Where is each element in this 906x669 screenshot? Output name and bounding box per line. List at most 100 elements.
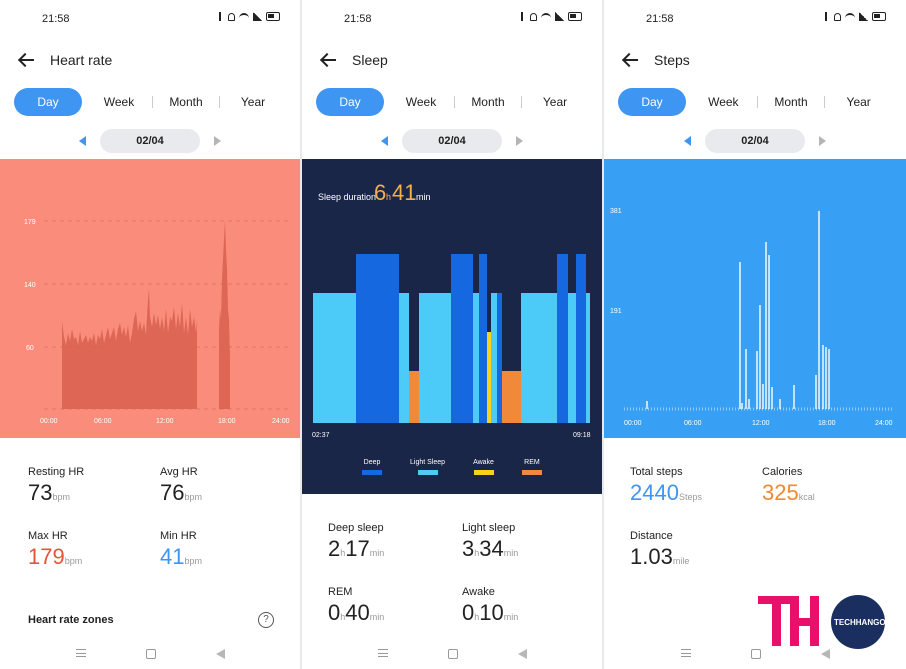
- next-date-icon[interactable]: [516, 136, 523, 146]
- status-bar: 21:58: [0, 0, 300, 40]
- max-hr: Max HR 179bpm: [28, 530, 82, 570]
- heart-rate-chart: 179 140 60 00:00 06:00 12:00 18:00 24:00: [0, 159, 300, 438]
- date-value[interactable]: 02/04: [705, 129, 805, 153]
- bluetooth-icon: [219, 12, 224, 21]
- distance-label: Distance: [630, 530, 673, 542]
- battery-icon: [266, 12, 280, 21]
- home-icon[interactable]: [145, 649, 156, 659]
- tab-day[interactable]: Day: [316, 88, 384, 116]
- tab-year[interactable]: Year: [846, 95, 871, 109]
- tab-day[interactable]: Day: [14, 88, 82, 116]
- wifi-icon: [845, 12, 855, 21]
- light-sleep-stat: Light sleep 3h34min: [462, 522, 518, 562]
- y-tick-179: 179: [24, 219, 36, 226]
- deep-sleep-block: [356, 254, 399, 423]
- next-date-icon[interactable]: [214, 136, 221, 146]
- sleep-duration-minutes: 41: [392, 180, 416, 205]
- page-header: Steps: [604, 40, 906, 80]
- light-sleep-block: [473, 293, 479, 423]
- back-nav-icon[interactable]: [820, 649, 830, 659]
- bluetooth-icon: [825, 12, 830, 21]
- rem-stat: REM 0h40min: [328, 586, 384, 626]
- techhangout-logo: TECHHANGOUT: [758, 595, 888, 649]
- light-sleep-block: [491, 293, 497, 423]
- home-icon[interactable]: [447, 649, 458, 659]
- status-time: 21:58: [42, 13, 70, 25]
- battery-icon: [872, 12, 886, 21]
- x-tick-0000: 00:00: [624, 420, 642, 427]
- tab-week[interactable]: Week: [708, 95, 739, 109]
- rem-sleep-block: [409, 371, 419, 423]
- date-selector: 02/04: [604, 124, 906, 158]
- battery-icon: [568, 12, 582, 21]
- status-bar: 21:58: [302, 0, 602, 40]
- max-hr-value: 179bpm: [28, 544, 83, 569]
- heart-rate-zones-heading[interactable]: Heart rate zones: [28, 614, 114, 626]
- x-tick-1200: 12:00: [752, 420, 770, 427]
- page-title: Heart rate: [50, 52, 113, 68]
- sleep-end-time: 09:18: [573, 432, 591, 439]
- back-arrow-icon[interactable]: [622, 53, 640, 67]
- menu-icon[interactable]: [75, 649, 86, 657]
- divider: [756, 96, 758, 108]
- divider: [152, 96, 153, 108]
- wifi-icon: [239, 12, 249, 21]
- tab-week[interactable]: Week: [103, 95, 135, 109]
- previous-date-icon[interactable]: [684, 136, 691, 146]
- back-nav-icon[interactable]: [517, 649, 527, 659]
- deep-sleep-block: [557, 254, 568, 423]
- back-arrow-icon[interactable]: [320, 53, 338, 67]
- tab-month[interactable]: Month: [169, 95, 203, 109]
- awake-label: Awake: [462, 586, 495, 598]
- next-date-icon[interactable]: [819, 136, 826, 146]
- tab-month[interactable]: Month: [774, 95, 808, 109]
- calories: Calories 325kcal: [762, 466, 815, 506]
- deep-sleep-stat: Deep sleep 2h17min: [328, 522, 384, 562]
- y-tick-140: 140: [24, 282, 36, 289]
- divider: [521, 96, 522, 108]
- tab-month[interactable]: Month: [471, 95, 505, 109]
- rem-value: 0h40min: [328, 600, 385, 625]
- calories-value: 325kcal: [762, 480, 815, 505]
- bluetooth-icon: [521, 12, 526, 21]
- logo-text: TECHHANGOUT: [834, 618, 888, 627]
- light-sleep-block: [419, 293, 451, 423]
- date-selector: 02/04: [0, 124, 300, 158]
- period-tabs: Day Week Month Year: [0, 80, 300, 124]
- home-icon[interactable]: [750, 649, 761, 659]
- system-nav-bar: [302, 649, 602, 659]
- min-hr-value: 41bpm: [160, 544, 202, 569]
- y-tick-60: 60: [26, 345, 34, 352]
- x-tick-1800: 18:00: [218, 418, 236, 425]
- legend-rem: REM: [521, 459, 542, 475]
- tab-year[interactable]: Year: [542, 95, 568, 109]
- menu-icon[interactable]: [377, 649, 388, 657]
- x-tick-0600: 06:00: [94, 418, 112, 425]
- x-tick-2400: 24:00: [875, 420, 893, 427]
- heart-rate-area: [62, 289, 197, 409]
- sleep-start-time: 02:37: [312, 432, 330, 439]
- heart-rate-screen: 21:58 Heart rate Day Week Month Year 02/…: [0, 0, 300, 669]
- date-value[interactable]: 02/04: [100, 129, 200, 153]
- previous-date-icon[interactable]: [79, 136, 86, 146]
- divider: [824, 96, 826, 108]
- deep-sleep-block: [497, 293, 502, 423]
- help-icon[interactable]: ?: [258, 612, 274, 628]
- tab-year[interactable]: Year: [240, 95, 266, 109]
- system-nav-bar: [0, 649, 300, 659]
- back-nav-icon[interactable]: [215, 649, 225, 659]
- sleep-duration-h-unit: h: [386, 192, 391, 202]
- previous-date-icon[interactable]: [381, 136, 388, 146]
- x-tick-1200: 12:00: [156, 418, 174, 425]
- signal-icon: [859, 12, 868, 21]
- tab-day[interactable]: Day: [618, 88, 686, 116]
- signal-icon: [555, 12, 564, 21]
- sleep-screen: 21:58 Sleep Day Week Month Year 02/04: [302, 0, 602, 669]
- deep-sleep-block: [451, 254, 473, 423]
- status-icons: [825, 12, 886, 21]
- deep-sleep-label: Deep sleep: [328, 522, 384, 534]
- menu-icon[interactable]: [680, 649, 691, 657]
- date-value[interactable]: 02/04: [402, 129, 502, 153]
- tab-week[interactable]: Week: [405, 95, 437, 109]
- back-arrow-icon[interactable]: [18, 53, 36, 67]
